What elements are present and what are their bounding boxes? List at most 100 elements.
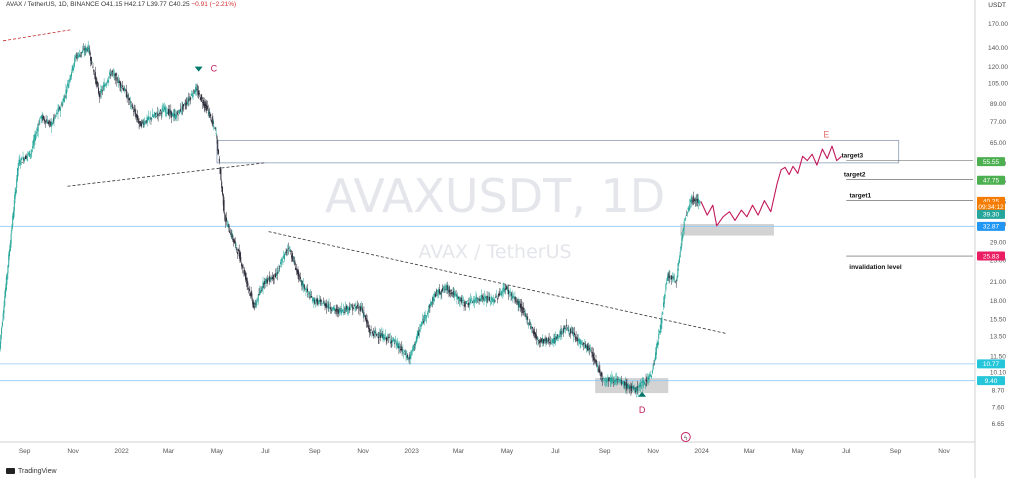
candle-body: [79, 54, 81, 56]
candle-body: [421, 322, 423, 326]
candle-body: [581, 343, 583, 345]
candle-body: [577, 338, 579, 342]
candle-body: [232, 235, 234, 241]
candle-body: [496, 298, 498, 300]
candle-body: [623, 383, 625, 387]
x-tick-label: Mar: [453, 448, 465, 455]
candle-body: [126, 94, 128, 99]
candle-body: [494, 300, 496, 302]
candle-body: [142, 121, 144, 125]
candle-body: [228, 223, 230, 227]
candle-body: [568, 329, 570, 333]
candle-body: [289, 250, 291, 252]
x-tick-label: Mar: [744, 448, 756, 455]
candle-body: [580, 341, 582, 345]
candle-body: [62, 101, 64, 106]
candle-body: [124, 88, 126, 91]
candle-body: [279, 266, 281, 268]
candle-body: [96, 81, 98, 84]
candle-body: [220, 169, 222, 180]
candle-body: [647, 377, 649, 379]
candle-body: [317, 300, 319, 301]
candle-body: [190, 97, 192, 100]
candle-body: [552, 338, 554, 343]
candle-body: [306, 290, 308, 293]
candle-body: [378, 336, 380, 339]
candle-body: [244, 270, 246, 275]
candle-body: [260, 289, 262, 291]
candle-body: [249, 289, 251, 291]
candle-body: [257, 294, 259, 302]
candle-body: [91, 61, 93, 63]
candle-body: [448, 290, 450, 293]
candle-body: [372, 333, 374, 337]
candle-body: [560, 331, 562, 334]
candle-body: [20, 162, 22, 165]
candle-body: [603, 378, 605, 379]
candle-body: [484, 295, 486, 297]
candle-body: [170, 110, 172, 115]
candle-body: [562, 333, 564, 334]
candle-body: [403, 352, 405, 354]
candle-body: [140, 122, 142, 127]
candle-body: [591, 355, 593, 357]
candle-body: [384, 337, 386, 340]
candle-body: [37, 126, 39, 132]
candle-body: [533, 331, 535, 335]
candle-body: [113, 73, 115, 75]
candle-body: [426, 315, 428, 318]
candle-body: [171, 111, 173, 118]
y-tick-label: 89.00: [990, 101, 1007, 108]
candle-body: [266, 279, 268, 283]
point-label-d: D: [639, 405, 646, 415]
candle-body: [450, 293, 452, 294]
candle-body: [522, 307, 524, 314]
candle-body: [633, 387, 635, 390]
candle-body: [210, 113, 212, 117]
candle-body: [166, 112, 168, 114]
candle-body: [367, 325, 369, 327]
x-tick-label: Jul: [551, 448, 560, 455]
candle-body: [656, 342, 658, 348]
candle-body: [672, 276, 674, 278]
candle-body: [163, 109, 165, 112]
candle-body: [698, 201, 700, 203]
tradingview-logo[interactable]: TradingView: [6, 468, 57, 475]
candle-body: [243, 270, 245, 274]
candle-body: [550, 340, 552, 342]
candle-body: [355, 306, 357, 309]
candle-body: [93, 69, 95, 72]
candle-body: [549, 342, 551, 344]
candle-body: [528, 322, 530, 326]
candle-body: [194, 92, 196, 94]
candle-body: [16, 167, 18, 180]
y-tick-label: 105.00: [988, 81, 1008, 88]
candle-body: [416, 333, 418, 339]
y-tick-label: 21.00: [990, 279, 1007, 286]
candle-body: [230, 232, 232, 238]
candle-body: [606, 381, 608, 383]
candle-body: [447, 287, 449, 289]
candle-body: [198, 93, 200, 95]
candle-body: [211, 117, 213, 122]
candle-body: [191, 93, 193, 96]
candle-body: [239, 252, 241, 262]
candle-body: [610, 377, 612, 382]
candle-body: [178, 109, 180, 111]
candle-body: [464, 301, 466, 306]
candle-body: [160, 112, 162, 115]
candle-body: [417, 331, 419, 337]
candle-body: [687, 207, 689, 210]
candle-body: [322, 303, 324, 305]
candle-body: [201, 96, 203, 99]
candle-body: [368, 328, 370, 333]
candle-body: [351, 306, 353, 309]
candle-body: [675, 283, 677, 285]
candle-body: [105, 84, 107, 86]
candle-body: [287, 248, 289, 250]
candle-body: [485, 298, 487, 302]
candle-body: [270, 277, 272, 280]
candle-body: [316, 298, 318, 305]
candle-body: [27, 153, 29, 156]
